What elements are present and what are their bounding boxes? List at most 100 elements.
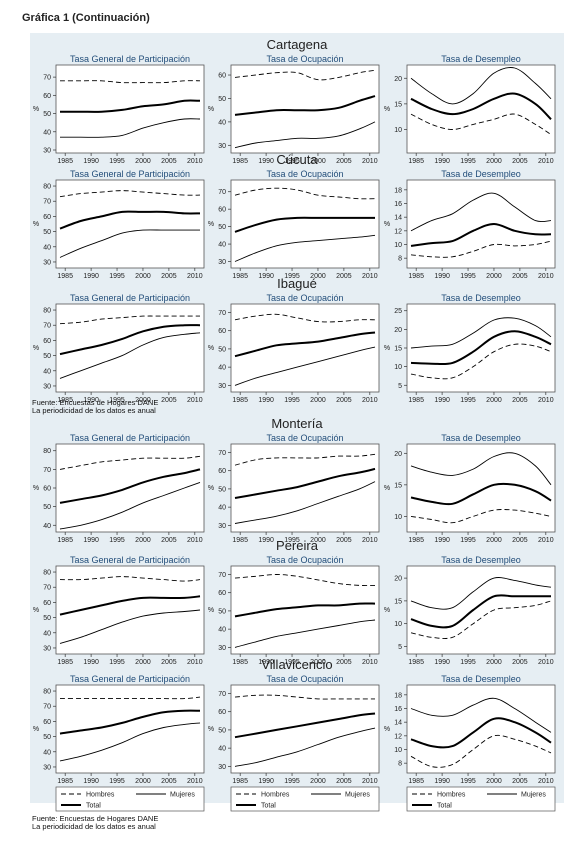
panel-subtitle: Tasa de Desempleo: [441, 54, 521, 64]
x-tick-label: 2000: [310, 537, 326, 544]
x-tick-label: 2000: [135, 537, 151, 544]
x-tick-label: 2000: [310, 158, 326, 165]
panel-subtitle: Tasa General de Participación: [70, 674, 190, 684]
x-tick-label: 1990: [434, 659, 450, 666]
y-tick-label: 40: [218, 627, 226, 634]
plot-area: [55, 684, 205, 774]
panel-desempleo: Tasa de Desempleo 10 15 20% 1985 1990 1995 2000…: [384, 54, 556, 165]
x-tick-label: 1995: [109, 397, 125, 404]
series-line-hombres: [410, 343, 552, 380]
series-line-total: [234, 712, 376, 739]
series-line-hombres: [234, 694, 375, 700]
plot-area: [55, 303, 205, 393]
legend-label-mujeres: Mujeres: [170, 792, 195, 799]
y-tick-label: 80: [43, 570, 51, 577]
y-axis-label: %: [208, 726, 214, 733]
x-tick-label: 2005: [512, 778, 528, 785]
plot-area: [230, 565, 380, 655]
panel-subtitle: Tasa de Ocupación: [266, 433, 343, 443]
x-tick-label: 2010: [362, 659, 378, 666]
legend-label-hombres: Hombres: [437, 792, 466, 799]
x-tick-label: 2000: [310, 397, 326, 404]
panel-subtitle: Tasa General de Participación: [70, 555, 190, 565]
y-tick-label: 15: [394, 346, 402, 353]
series-line-hombres: [410, 734, 552, 768]
x-tick-label: 1995: [109, 273, 125, 280]
series-line-hombres: [59, 455, 201, 470]
y-axis-label: %: [208, 485, 214, 492]
series-line-mujeres: [59, 609, 201, 644]
x-tick-label: 2000: [486, 778, 502, 785]
y-tick-label: 60: [218, 73, 226, 80]
series-line-mujeres: [59, 332, 201, 379]
y-tick-label: 30: [218, 143, 226, 150]
y-tick-label: 70: [218, 310, 226, 317]
series-line-total: [59, 468, 201, 504]
legend-frame: [230, 786, 380, 812]
x-tick-label: 2000: [486, 659, 502, 666]
x-tick-label: 2000: [486, 397, 502, 404]
y-tick-label: 30: [218, 259, 226, 266]
legend-label-hombres: Hombres: [86, 792, 115, 799]
series-line-hombres: [59, 576, 201, 582]
x-tick-label: 1990: [434, 397, 450, 404]
x-tick-label: 1985: [57, 659, 73, 666]
x-tick-label: 1995: [109, 659, 125, 666]
series-line-hombres: [234, 187, 376, 200]
y-tick-label: 25: [394, 308, 402, 315]
legend-label-total: Total: [437, 803, 452, 810]
x-tick-label: 1990: [434, 778, 450, 785]
x-tick-label: 2005: [161, 778, 177, 785]
x-tick-label: 1995: [460, 158, 476, 165]
x-tick-label: 2000: [135, 778, 151, 785]
y-axis-label: %: [208, 345, 214, 352]
x-tick-label: 2010: [538, 158, 554, 165]
y-tick-label: 60: [43, 338, 51, 345]
x-tick-label: 2010: [187, 778, 203, 785]
x-tick-label: 1990: [83, 659, 99, 666]
series-line-mujeres: [410, 452, 552, 486]
y-tick-label: 60: [43, 486, 51, 493]
x-tick-label: 1990: [258, 778, 274, 785]
panel-ocupacion: Tasa de Ocupación 30 40 50 60 70% 1985 1990 1995…: [208, 433, 380, 544]
series-line-hombres: [234, 574, 376, 586]
x-tick-label: 1990: [83, 778, 99, 785]
y-tick-label: 50: [43, 229, 51, 236]
x-tick-label: 2000: [135, 397, 151, 404]
periodicity-line: La periodicidad de los datos es anual: [32, 406, 156, 415]
x-tick-label: 2005: [336, 158, 352, 165]
x-tick-label: 2000: [135, 158, 151, 165]
legend-box: Hombres Mujeres Total: [406, 786, 556, 812]
x-tick-label: 2005: [512, 397, 528, 404]
y-axis-label: %: [33, 106, 39, 113]
legend-label-mujeres: Mujeres: [521, 792, 546, 799]
panel-subtitle: Tasa de Desempleo: [441, 293, 521, 303]
y-tick-label: 30: [43, 148, 51, 155]
y-axis-label: %: [384, 106, 390, 113]
series-line-total: [59, 99, 201, 113]
panel-desempleo: Tasa de Desempleo 5 10 15 20 25% 1985 1990 1995 2…: [384, 293, 556, 404]
series-line-total: [234, 467, 376, 499]
x-tick-label: 1985: [408, 158, 424, 165]
x-tick-label: 1995: [284, 273, 300, 280]
series-line-mujeres: [234, 727, 376, 767]
y-tick-label: 30: [218, 645, 226, 652]
x-tick-label: 1995: [284, 659, 300, 666]
city-block-2: Ibagué Tasa General de Participación 30 40 5…: [33, 276, 556, 404]
series-line-total: [234, 331, 376, 358]
x-tick-label: 2005: [161, 158, 177, 165]
plot-area: [230, 443, 380, 533]
y-tick-label: 20: [394, 327, 402, 334]
x-tick-label: 2000: [486, 273, 502, 280]
x-tick-label: 1985: [232, 537, 248, 544]
plot-area: [230, 179, 380, 269]
y-tick-label: 30: [218, 523, 226, 530]
city-name: Villavicencio: [261, 657, 332, 672]
y-tick-label: 60: [43, 93, 51, 100]
y-tick-label: 10: [394, 514, 402, 521]
panel-subtitle: Tasa de Ocupación: [266, 293, 343, 303]
series-line-mujeres: [410, 317, 552, 349]
city-name: Montería: [271, 416, 323, 431]
city-block-1: Cúcuta Tasa General de Participación 30 40 5…: [33, 152, 556, 280]
series-line-hombres: [234, 69, 376, 81]
